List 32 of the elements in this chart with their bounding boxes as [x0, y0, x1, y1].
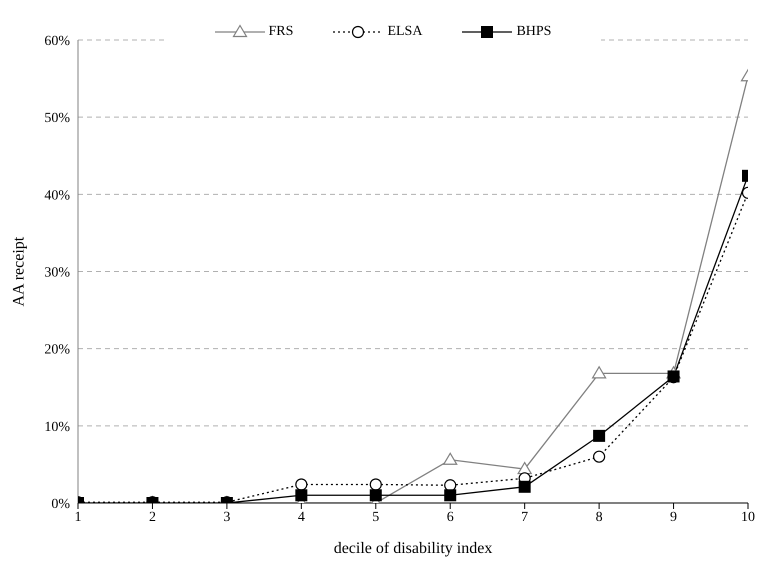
x-tick-label: 4 [298, 510, 305, 525]
y-tick-label: 60% [44, 34, 70, 49]
y-tick-label: 40% [44, 188, 70, 204]
legend-label: FRS [268, 24, 294, 40]
point [518, 480, 531, 493]
x-tick-label: 2 [148, 510, 156, 525]
x-tick-label: 7 [521, 510, 528, 525]
x-axis-title: decile of disability index [334, 540, 492, 557]
point [295, 489, 308, 502]
x-tick-label: 6 [446, 510, 454, 525]
x-tick-label: 1 [74, 510, 82, 525]
y-tick-label: 20% [44, 342, 70, 358]
y-tick-label: 0% [51, 496, 70, 512]
y-tick-label: 50% [44, 111, 70, 126]
y-axis-title: AA receipt [10, 236, 28, 306]
point [592, 366, 606, 378]
x-tick-label: 9 [670, 510, 678, 525]
point [443, 452, 458, 465]
legend-label: ELSA [387, 24, 422, 40]
legend-label: BHPS [516, 24, 552, 40]
x-tick-label: 5 [372, 510, 380, 525]
x-tick-label: 10 [741, 510, 755, 525]
point [444, 489, 456, 502]
point [593, 430, 606, 442]
x-tick-label: 3 [223, 510, 230, 525]
y-tick-label: 10% [44, 420, 70, 435]
point [593, 450, 606, 463]
point [370, 478, 382, 491]
y-tick-label: 30% [44, 265, 70, 280]
point [295, 478, 308, 491]
x-tick-label: 8 [596, 510, 603, 525]
point [370, 489, 382, 502]
